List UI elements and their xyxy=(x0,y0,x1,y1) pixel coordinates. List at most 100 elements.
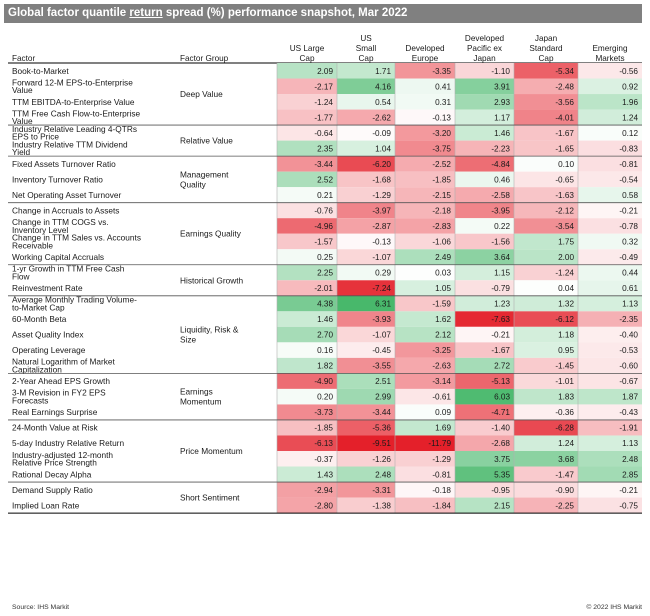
heat-cell xyxy=(277,373,337,389)
heat-cell xyxy=(514,78,578,95)
heat-cell xyxy=(514,187,578,203)
column-header-3-line-0: Developed xyxy=(465,34,505,43)
heat-cell xyxy=(395,497,455,514)
cell-value: -0.09 xyxy=(372,129,391,138)
cell-value: 1.23 xyxy=(494,300,510,309)
factor-label-line-1: Industry Relative TTM Dividend xyxy=(12,139,128,149)
cell-value: 2.51 xyxy=(375,377,391,386)
heat-cell xyxy=(277,78,337,95)
heat-cell xyxy=(395,482,455,498)
heat-cell xyxy=(277,202,337,219)
source-note: Source: IHS Markit xyxy=(12,604,69,611)
heat-cell xyxy=(277,156,337,172)
heat-cell xyxy=(578,156,642,172)
heat-cell xyxy=(578,249,642,265)
cell-value: -3.95 xyxy=(491,206,510,215)
group-label: Historical Growth xyxy=(180,275,244,285)
cell-value: -0.21 xyxy=(619,206,638,215)
factor-label-line-1: Change in TTM COGS vs. xyxy=(12,217,109,227)
cell-value: 0.44 xyxy=(622,269,638,278)
factor-label: Reinvestment Rate xyxy=(12,283,83,293)
heat-cell xyxy=(337,466,395,483)
cell-value: 5.35 xyxy=(494,470,510,479)
cell-value: 2.48 xyxy=(622,455,638,464)
cell-value: -0.65 xyxy=(555,175,574,184)
heat-cell xyxy=(395,63,455,79)
cell-value: 0.54 xyxy=(375,98,391,107)
cell-value: 1.32 xyxy=(558,300,574,309)
heat-cell xyxy=(514,295,578,312)
cell-value: -0.81 xyxy=(619,160,638,169)
cell-value: -9.51 xyxy=(372,439,391,448)
heat-cell xyxy=(455,311,514,327)
cell-value: -0.60 xyxy=(619,362,638,371)
heat-cell xyxy=(277,94,337,110)
heat-cell xyxy=(337,373,395,389)
factor-label-line-2: to-Market Cap xyxy=(12,302,65,312)
chart-title: Global factor quantile return spread (%)… xyxy=(8,7,408,19)
cell-value: 1.82 xyxy=(317,362,333,371)
cell-value: 0.61 xyxy=(622,284,638,293)
heat-cell xyxy=(578,94,642,110)
factor-label-line-1: Industry-adjusted 12-month xyxy=(12,450,113,460)
cell-value: -2.94 xyxy=(314,486,333,495)
heat-cell xyxy=(337,187,395,203)
factor-group-column-header: Factor Group xyxy=(180,54,229,63)
heat-cell xyxy=(277,311,337,327)
heat-cell xyxy=(277,233,337,250)
heat-cell xyxy=(337,326,395,343)
cell-value: 2.70 xyxy=(317,331,333,340)
heat-cell xyxy=(514,171,578,188)
factor-label-line-2: Inventory Level xyxy=(12,225,68,235)
factor-label: Demand Supply Ratio xyxy=(12,485,93,495)
cell-value: 3.75 xyxy=(494,455,510,464)
cell-value: -6.13 xyxy=(314,439,333,448)
heat-cell xyxy=(514,404,578,420)
cell-value: -1.26 xyxy=(372,455,391,464)
heat-cell xyxy=(395,218,455,234)
group-label: Price Momentum xyxy=(180,446,243,456)
heat-cell xyxy=(277,435,337,451)
cell-value: 2.49 xyxy=(435,253,451,262)
column-header-3-line-1: Pacific ex xyxy=(467,44,502,53)
heat-cell xyxy=(455,482,514,498)
factor-label-line-1: Forward 12-M EPS-to-Enterprise xyxy=(12,77,133,87)
heat-cell xyxy=(395,233,455,250)
heat-cell xyxy=(514,342,578,358)
cell-value: -0.18 xyxy=(432,486,451,495)
cell-value: 1.62 xyxy=(435,315,451,324)
cell-value: -4.90 xyxy=(314,377,333,386)
heat-cell xyxy=(578,264,642,281)
heat-cell xyxy=(277,249,337,265)
cell-value: 1.24 xyxy=(558,439,574,448)
cell-value: -2.17 xyxy=(314,82,333,91)
heat-cell xyxy=(514,482,578,498)
cell-value: 0.31 xyxy=(435,98,451,107)
heat-cell xyxy=(455,326,514,343)
cell-value: 0.10 xyxy=(558,160,574,169)
title-bar: Global factor quantile return spread (%)… xyxy=(4,4,642,23)
factor-label: TTM EBITDA-to-Enterprise Value xyxy=(12,97,135,107)
heat-cell xyxy=(395,125,455,141)
cell-value: 1.24 xyxy=(622,113,638,122)
heat-cell xyxy=(395,249,455,265)
cell-value: -0.75 xyxy=(619,501,638,510)
heat-cell xyxy=(578,233,642,250)
cell-value: 6.03 xyxy=(494,393,510,402)
cell-value: -1.29 xyxy=(372,191,391,200)
cell-value: -1.24 xyxy=(555,269,574,278)
cell-value: 2.48 xyxy=(375,470,391,479)
group-label: Management xyxy=(180,169,229,179)
cell-value: -0.67 xyxy=(619,377,638,386)
cell-value: 2.72 xyxy=(494,362,510,371)
heat-cell xyxy=(277,342,337,358)
factor-label: 2-Year Ahead EPS Growth xyxy=(12,376,110,386)
factor-label-line-2: Value xyxy=(12,116,33,126)
heat-cell xyxy=(455,404,514,420)
cell-value: 2.35 xyxy=(317,144,333,153)
heat-cell xyxy=(395,388,455,405)
factor-label: 5-day Industry Relative Return xyxy=(12,438,124,448)
column-header-5-line-1: Markets xyxy=(595,54,624,63)
cell-value: 1.83 xyxy=(558,393,574,402)
cell-value: -2.35 xyxy=(619,315,638,324)
